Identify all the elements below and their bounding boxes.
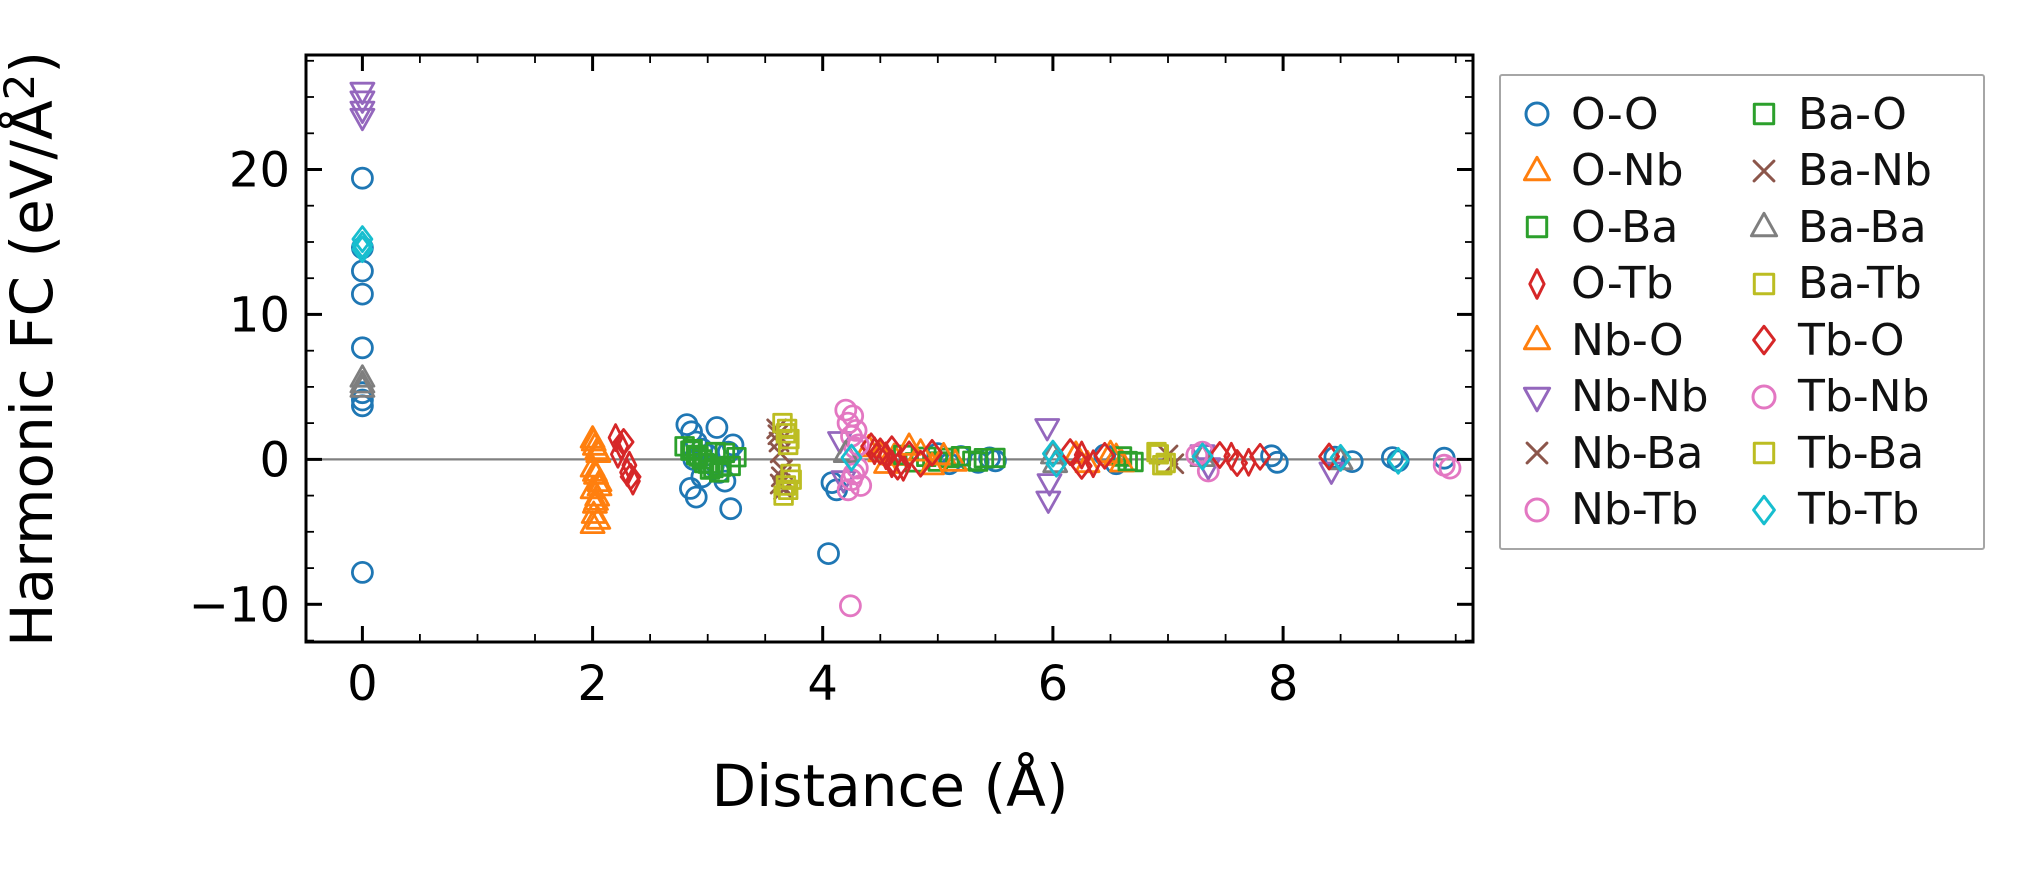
circle-marker-icon <box>1524 497 1550 523</box>
y-tick-label: 10 <box>229 287 290 343</box>
square-marker-icon <box>1752 272 1776 295</box>
x-marker-icon <box>1752 159 1776 183</box>
x-marker-icon <box>1525 441 1549 465</box>
x-tick-label: 4 <box>807 656 838 712</box>
legend-item-ba-tb: Ba-Tb <box>1744 256 1967 313</box>
legend-label: O-Nb <box>1571 145 1684 197</box>
x-axis-label: Distance (Å) <box>712 751 1069 820</box>
legend-label: Ba-Tb <box>1798 258 1922 310</box>
triangle-up-marker-icon <box>1522 155 1552 182</box>
x-tick-label: 6 <box>1038 656 1069 712</box>
series-tb-ba <box>776 418 1176 501</box>
legend-item-o-ba: O-Ba <box>1517 199 1740 256</box>
series-nb-tb <box>834 398 1456 618</box>
legend-label: Nb-O <box>1571 314 1684 366</box>
y-axis-label: Harmonic FC (eV/Å2) <box>0 51 66 647</box>
legend-label: Tb-O <box>1798 314 1905 366</box>
legend-item-nb-nb: Nb-Nb <box>1517 369 1740 426</box>
y-tick-label: 0 <box>259 432 290 488</box>
legend-label: Ba-Nb <box>1798 145 1932 197</box>
circle-marker-icon <box>1524 101 1550 127</box>
x-tick-label: 0 <box>347 656 378 712</box>
legend-item-tb-nb: Tb-Nb <box>1744 369 1967 426</box>
thin-diamond-marker-icon <box>1528 267 1546 300</box>
legend-item-o-o: O-O <box>1517 86 1740 143</box>
x-tick-label: 2 <box>577 656 608 712</box>
legend-item-nb-o: Nb-O <box>1517 312 1740 369</box>
triangle-up-marker-icon <box>1749 212 1779 238</box>
legend-item-tb-o: Tb-O <box>1744 312 1967 369</box>
legend-item-ba-o: Ba-O <box>1744 86 1967 143</box>
legend-label: Tb-Ba <box>1798 427 1925 479</box>
legend-item-ba-ba: Ba-Ba <box>1744 199 1967 256</box>
legend-label: Nb-Ba <box>1571 427 1704 479</box>
legend-label: Tb-Tb <box>1798 484 1920 536</box>
series-ba-o <box>682 438 1138 480</box>
diamond-marker-icon <box>1752 325 1776 356</box>
legend-item-ba-nb: Ba-Nb <box>1744 143 1967 200</box>
diamond-marker-icon <box>1752 494 1776 526</box>
x-tick-label: 8 <box>1268 656 1299 712</box>
legend-item-nb-tb: Nb-Tb <box>1517 482 1740 539</box>
square-marker-icon <box>1525 216 1549 239</box>
legend-label: Nb-Nb <box>1571 371 1709 423</box>
legend-item-nb-ba: Nb-Ba <box>1517 425 1740 482</box>
legend-label: O-O <box>1571 88 1659 140</box>
legend-label: O-Ba <box>1571 201 1679 253</box>
series-tb-o <box>612 428 1340 491</box>
y-tick-label: 20 <box>229 143 290 199</box>
legend-label: O-Tb <box>1571 258 1674 310</box>
triangle-up-marker-icon <box>1522 325 1552 351</box>
square-marker-icon <box>1752 103 1776 126</box>
legend-label: Ba-Ba <box>1798 201 1927 253</box>
plot-area: 0 2 4 6 8 −10 0 10 20 <box>189 53 1475 712</box>
legend-label: Ba-O <box>1798 88 1907 140</box>
legend: O-O O-Nb O-Ba O-Tb Nb-O Nb-Nb Nb-Ba Nb-Tb Ba-O Ba… <box>1499 74 1985 550</box>
axes-frame <box>304 53 1475 644</box>
legend-item-o-nb: O-Nb <box>1517 143 1740 200</box>
legend-item-o-tb: O-Tb <box>1517 256 1740 313</box>
series-o-o <box>350 166 1456 584</box>
triangle-down-marker-icon <box>1522 386 1552 413</box>
square-marker-icon <box>1752 442 1776 465</box>
legend-item-tb-ba: Tb-Ba <box>1744 425 1967 482</box>
legend-item-tb-tb: Tb-Tb <box>1744 482 1967 539</box>
series-ba-ba <box>349 364 1354 474</box>
circle-marker-icon <box>1751 384 1777 410</box>
legend-label: Tb-Nb <box>1798 371 1930 423</box>
series-tb-tb <box>351 225 1410 478</box>
legend-label: Nb-Tb <box>1571 484 1699 536</box>
y-tick-label: −10 <box>189 577 290 633</box>
